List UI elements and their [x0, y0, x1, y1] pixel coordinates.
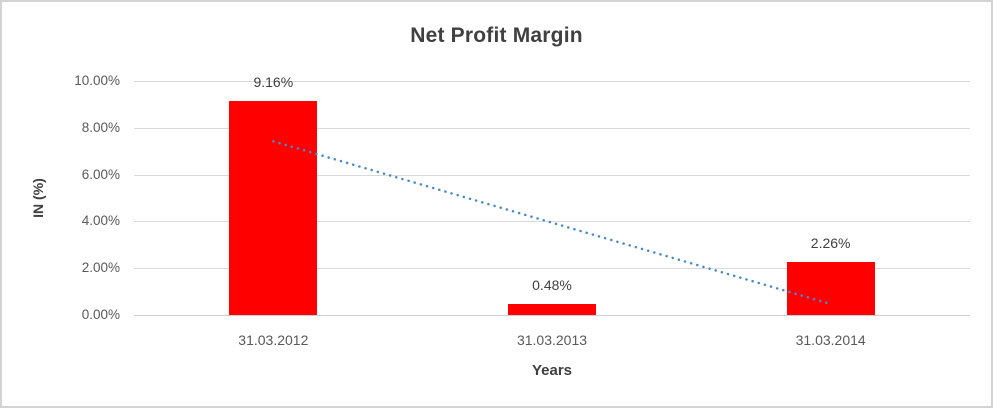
chart-title: Net Profit Margin: [410, 24, 583, 47]
x-category-label: 31.03.2013: [516, 332, 588, 348]
y-tick-label: 2.00%: [81, 260, 120, 276]
y-tick-label: 6.00%: [81, 166, 120, 182]
bar: [786, 262, 875, 315]
bar: [508, 303, 596, 315]
y-axis-title: IN (%): [30, 178, 46, 218]
gridline: [134, 127, 970, 129]
y-tick-label: 0.00%: [81, 307, 120, 322]
x-category-label: 31.03.2014: [795, 332, 866, 348]
y-tick-label: 10.00%: [74, 73, 120, 88]
x-axis-line: [134, 315, 970, 316]
bar-data-label: 0.48%: [532, 276, 572, 293]
gridline: [134, 81, 970, 82]
x-category-label: 31.03.2012: [238, 332, 309, 348]
x-axis-title: Years: [531, 362, 573, 379]
bar-data-label: 9.16%: [253, 73, 294, 90]
y-tick-label: 8.00%: [81, 119, 120, 135]
y-tick-label: 4.00%: [81, 213, 120, 229]
bar: [229, 100, 318, 315]
bar-data-label: 2.26%: [810, 235, 851, 252]
